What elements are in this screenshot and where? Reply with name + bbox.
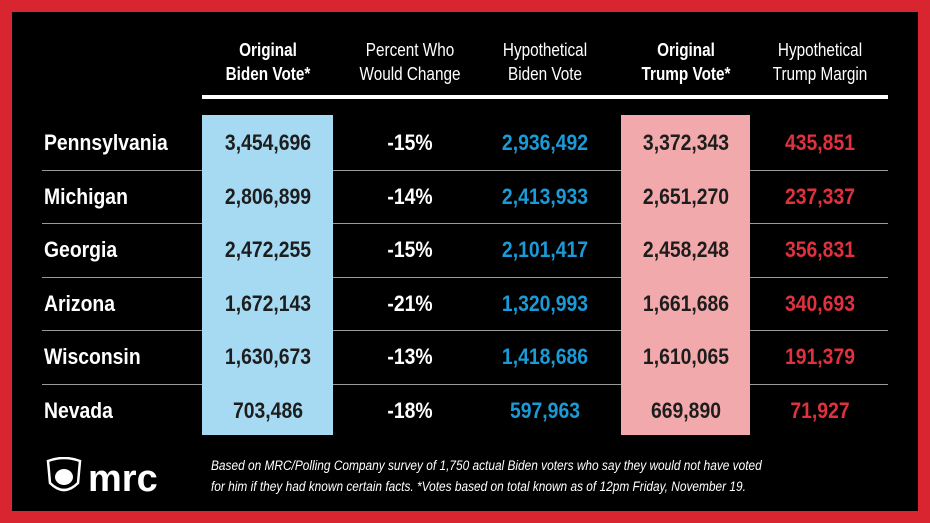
trump-column-highlight — [621, 115, 750, 435]
header-line: Would Change — [359, 64, 461, 84]
header-line: Hypothetical — [502, 40, 588, 60]
state-name: Georgia — [44, 237, 118, 262]
table-row: Michigan 2,806,899 -14% 2,413,933 2,651,270 2… — [0, 170, 930, 223]
percent-change-cell: -13% — [387, 344, 433, 369]
percent-change-cell: -21% — [387, 290, 433, 316]
percent-change-cell: -15% — [387, 237, 433, 262]
table-row: Pennsylvania 3,454,696 -15% 2,936,492 3,372,… — [0, 116, 930, 169]
header-line: Percent Who — [365, 40, 455, 60]
hypothetical-trump-margin-cell: 237,337 — [785, 183, 855, 209]
logo-text: mrc — [88, 458, 158, 497]
hypothetical-biden-vote-cell: 2,101,417 — [501, 237, 589, 262]
row-divider — [42, 170, 888, 171]
hypothetical-trump-margin-cell: 435,851 — [785, 130, 855, 155]
header-line: Original — [239, 40, 297, 60]
header-hypothetical-biden-vote: Hypothetical Biden Vote — [481, 38, 609, 86]
table-row: Georgia 2,472,255 -15% 2,101,417 2,458,248 35… — [0, 223, 930, 276]
table-row: Arizona 1,672,143 -21% 1,320,993 1,661,686 34… — [0, 277, 930, 330]
row-divider — [42, 384, 888, 385]
header-percent-change: Percent Who Would Change — [346, 38, 474, 86]
hypothetical-biden-vote-cell: 2,936,492 — [501, 130, 589, 155]
mrc-logo: mrc — [46, 457, 158, 497]
hypothetical-trump-margin-cell: 356,831 — [785, 237, 855, 262]
original-trump-vote-cell: 1,661,686 — [642, 290, 730, 316]
footnote: Based on MRC/Polling Company survey of 1… — [211, 455, 809, 497]
percent-change-cell: -18% — [387, 397, 433, 423]
hypothetical-biden-vote-cell: 597,963 — [510, 397, 580, 423]
biden-column-highlight — [202, 115, 333, 435]
original-biden-vote-cell: 1,630,673 — [224, 344, 312, 369]
header-original-trump-vote: Original Trump Vote* — [622, 38, 750, 86]
original-biden-vote-cell: 703,486 — [233, 397, 303, 423]
hypothetical-trump-margin-cell: 71,927 — [790, 397, 850, 423]
original-trump-vote-cell: 669,890 — [651, 397, 721, 423]
original-trump-vote-cell: 2,651,270 — [642, 183, 730, 209]
original-trump-vote-cell: 2,458,248 — [642, 237, 730, 262]
state-name: Pennsylvania — [44, 130, 168, 155]
row-divider — [42, 223, 888, 224]
header-original-biden-vote: Original Biden Vote* — [204, 38, 332, 86]
footnote-line-1: Based on MRC/Polling Company survey of 1… — [211, 458, 762, 473]
table-row: Wisconsin 1,630,673 -13% 1,418,686 1,610,065… — [0, 330, 930, 383]
state-name: Wisconsin — [44, 344, 141, 369]
hypothetical-biden-vote-cell: 1,418,686 — [501, 344, 589, 369]
percent-change-cell: -14% — [387, 183, 433, 209]
header-hypothetical-trump-margin: Hypothetical Trump Margin — [756, 38, 884, 86]
original-biden-vote-cell: 1,672,143 — [224, 290, 312, 316]
state-name: Arizona — [44, 290, 116, 316]
footnote-line-2: for him if they had known certain facts.… — [211, 479, 746, 494]
header-line: Original — [657, 40, 715, 60]
header-rule — [202, 95, 888, 99]
row-divider — [42, 330, 888, 331]
bulldog-face — [55, 469, 73, 485]
original-biden-vote-cell: 2,806,899 — [224, 183, 312, 209]
header-line: Hypothetical — [777, 40, 863, 60]
state-name: Michigan — [44, 183, 128, 209]
header-line: Trump Vote* — [641, 64, 731, 84]
original-biden-vote-cell: 2,472,255 — [224, 237, 312, 262]
header-line: Biden Vote* — [225, 64, 311, 84]
hypothetical-biden-vote-cell: 2,413,933 — [501, 183, 589, 209]
original-trump-vote-cell: 3,372,343 — [642, 130, 730, 155]
hypothetical-biden-vote-cell: 1,320,993 — [501, 290, 589, 316]
hypothetical-trump-margin-cell: 191,379 — [785, 344, 855, 369]
hypothetical-trump-margin-cell: 340,693 — [785, 290, 855, 316]
percent-change-cell: -15% — [387, 130, 433, 155]
table-row: Nevada 703,486 -18% 597,963 669,890 71,927 — [0, 384, 930, 437]
header-line: Biden Vote — [507, 64, 583, 84]
header-line: Trump Margin — [772, 64, 868, 84]
original-trump-vote-cell: 1,610,065 — [642, 344, 730, 369]
row-divider — [42, 277, 888, 278]
state-name: Nevada — [44, 397, 113, 423]
original-biden-vote-cell: 3,454,696 — [224, 130, 312, 155]
